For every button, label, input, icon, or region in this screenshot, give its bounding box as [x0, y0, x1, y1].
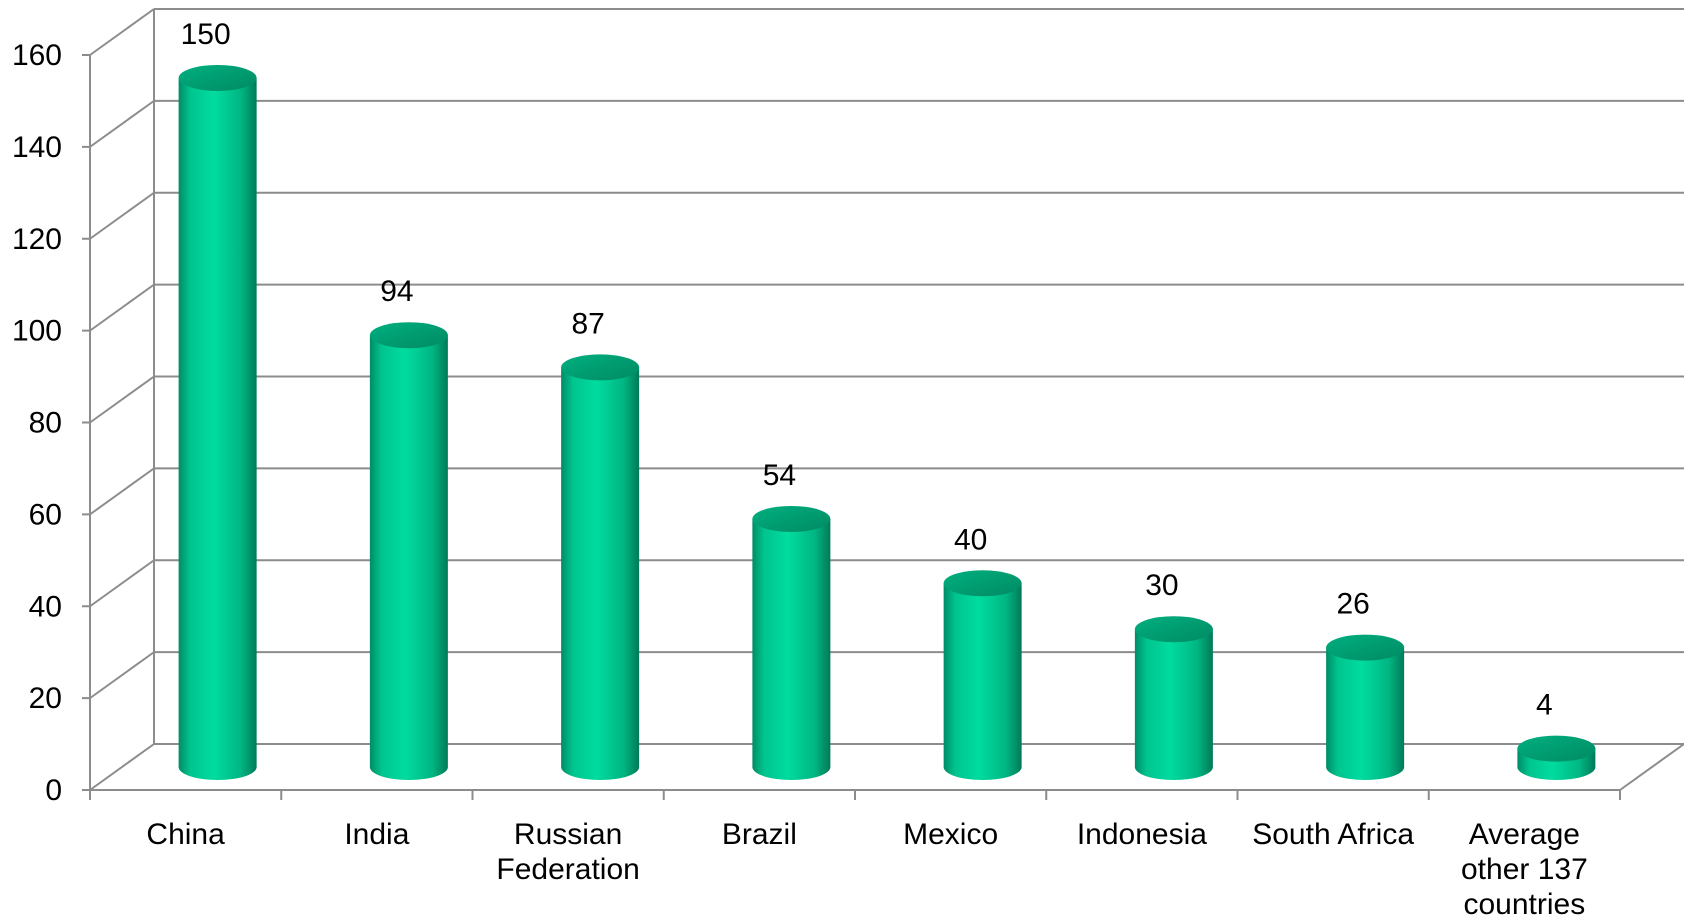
- gridline-diagonal: [89, 375, 155, 424]
- y-tick-label: 140: [12, 131, 62, 164]
- x-category-label-line: Brazil: [722, 818, 797, 851]
- gridline-diagonal: [89, 283, 155, 332]
- bars: [178, 64, 1596, 781]
- x-category-label-line: India: [344, 818, 409, 851]
- bar-body: [561, 367, 640, 781]
- bar-top: [943, 570, 1022, 597]
- y-tick-label: 40: [29, 590, 62, 623]
- gridline-diagonal: [89, 191, 155, 240]
- bar-top: [752, 505, 831, 532]
- gridline-diagonal: [89, 651, 155, 699]
- bar: [943, 570, 1022, 781]
- x-category-label: Russian Federation: [496, 818, 639, 886]
- data-label: 4: [1536, 689, 1553, 722]
- x-category-label: India: [344, 818, 409, 851]
- y-tick-label: 160: [12, 39, 62, 72]
- bar-top: [178, 64, 257, 91]
- x-category-label-line: other 137: [1461, 853, 1588, 886]
- bar-body: [1134, 629, 1213, 781]
- gridlines: [89, 8, 1684, 791]
- bar-top: [369, 322, 448, 349]
- bar: [369, 322, 448, 781]
- bar-body: [178, 77, 257, 781]
- x-category-label: South Africa: [1252, 818, 1414, 851]
- x-category-label-line: Mexico: [903, 818, 998, 851]
- y-tick-label: 20: [29, 682, 62, 715]
- x-category-label-line: Average: [1469, 818, 1580, 851]
- data-label: 30: [1145, 569, 1178, 602]
- bar: [178, 64, 257, 781]
- gridline-diagonal: [89, 100, 155, 148]
- axes: [82, 9, 1684, 800]
- data-label: 40: [954, 523, 987, 556]
- bar-top: [1134, 616, 1213, 643]
- x-category-label: Brazil: [722, 818, 797, 851]
- y-tick-label: 0: [45, 774, 62, 807]
- gridline-diagonal: [89, 559, 155, 608]
- data-label: 26: [1336, 588, 1369, 621]
- gridline-diagonal: [89, 467, 155, 516]
- bar: [1517, 735, 1596, 781]
- y-tick-label: 60: [29, 498, 62, 531]
- x-category-label-line: Indonesia: [1077, 818, 1207, 851]
- bar-body: [369, 335, 448, 781]
- floor-right-edge: [1619, 743, 1684, 791]
- x-category-label-line: Federation: [496, 853, 639, 886]
- y-tick-label: 120: [12, 223, 62, 256]
- y-tick-label: 80: [29, 407, 62, 440]
- bar: [1326, 634, 1405, 781]
- data-label: 94: [380, 275, 413, 308]
- x-category-label: Indonesia: [1077, 818, 1207, 851]
- gridline-diagonal: [89, 743, 155, 791]
- data-label: 54: [763, 459, 796, 492]
- x-category-label: Average other 137 countries: [1461, 818, 1588, 921]
- bar-top: [561, 354, 640, 381]
- x-category-label-line: China: [146, 818, 225, 851]
- data-label: 150: [181, 18, 231, 51]
- bar-body: [1326, 647, 1405, 781]
- x-category-label-line: Russian: [514, 818, 622, 851]
- bar-top: [1517, 735, 1596, 762]
- bar: [561, 354, 640, 781]
- gridline-diagonal: [89, 8, 155, 56]
- labels: 0 20 40 60 80 100 120 140 160 150 China 94 India 87 Ru…: [12, 18, 1588, 921]
- bar: [1134, 616, 1213, 781]
- x-category-label: Mexico: [903, 818, 998, 851]
- data-label: 87: [571, 307, 604, 340]
- bar-top: [1326, 634, 1405, 661]
- x-category-label-line: countries: [1464, 888, 1586, 921]
- x-category-label-line: South Africa: [1252, 818, 1414, 851]
- y-tick-label: 100: [12, 315, 62, 348]
- x-category-label: China: [146, 818, 225, 851]
- bar-body: [943, 583, 1022, 781]
- bar-body: [752, 518, 831, 781]
- bar: [752, 505, 831, 781]
